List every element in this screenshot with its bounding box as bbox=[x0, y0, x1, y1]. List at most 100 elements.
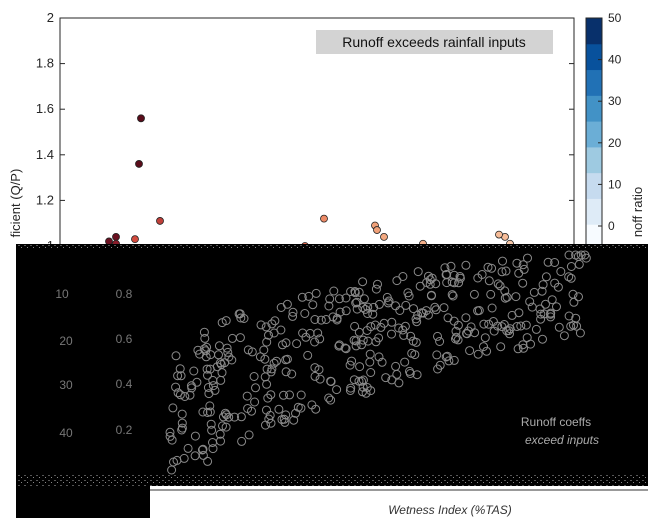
ghost-point bbox=[272, 356, 281, 366]
ghost-point bbox=[387, 329, 396, 339]
ghost-point bbox=[175, 390, 185, 400]
ghost-point bbox=[183, 443, 193, 453]
colorbar-segment bbox=[586, 18, 602, 45]
ghost-point bbox=[550, 258, 560, 267]
ghost-point bbox=[412, 317, 422, 327]
ghost-point bbox=[486, 289, 496, 299]
noise-band bbox=[16, 244, 648, 250]
ghost-point bbox=[394, 323, 404, 333]
ghost-point bbox=[546, 312, 556, 322]
ghost-point bbox=[547, 295, 557, 305]
ghost-point bbox=[569, 297, 579, 307]
ghost-point bbox=[303, 350, 313, 360]
ghost-point bbox=[281, 367, 291, 377]
ghost-point bbox=[504, 326, 514, 336]
ghost-point bbox=[202, 364, 212, 374]
ghost-point bbox=[373, 279, 382, 289]
ghost-point bbox=[480, 333, 490, 343]
ghost-point bbox=[357, 376, 367, 386]
lower-x-axis-label: Wetness Index (%TAS) bbox=[388, 503, 512, 517]
ghost-point bbox=[399, 330, 409, 340]
ghost-point bbox=[398, 325, 408, 335]
ghost-point bbox=[324, 393, 334, 403]
ghost-point bbox=[430, 302, 440, 312]
ghost-point bbox=[221, 422, 231, 432]
ghost-point bbox=[202, 342, 212, 352]
ghost-point bbox=[400, 357, 410, 367]
ghost-point bbox=[449, 355, 459, 365]
ghost-point bbox=[334, 294, 344, 304]
ghost-point bbox=[263, 393, 273, 403]
ghost-point bbox=[266, 418, 276, 428]
ghost-point bbox=[214, 341, 224, 351]
data-point bbox=[380, 232, 388, 241]
colorbar-label: noff ratio bbox=[630, 187, 645, 237]
ghost-point bbox=[291, 408, 300, 418]
ghost-point bbox=[381, 373, 391, 383]
ghost-point bbox=[538, 334, 547, 344]
ghost-point bbox=[355, 362, 365, 372]
ghost-point bbox=[358, 303, 368, 312]
ghost-point bbox=[220, 358, 230, 368]
ghost-point bbox=[421, 306, 431, 316]
colorbar-tick-label: 10 bbox=[608, 177, 622, 191]
colorbar-tick-label: 0 bbox=[608, 219, 615, 233]
ghost-point bbox=[288, 311, 298, 321]
ghost-point bbox=[435, 337, 445, 346]
ghost-point bbox=[461, 260, 471, 270]
colorbar-segment bbox=[586, 146, 602, 174]
ghost-point bbox=[345, 360, 355, 370]
ghost-point bbox=[574, 259, 584, 269]
ghost-point bbox=[177, 425, 187, 435]
ghost-point bbox=[564, 272, 574, 282]
ghost-point bbox=[564, 311, 574, 321]
ghost-point bbox=[264, 330, 273, 340]
colorbar-segment bbox=[586, 69, 602, 96]
ghost-point bbox=[479, 319, 489, 329]
ghost-point bbox=[529, 287, 539, 297]
ghost-point bbox=[484, 319, 494, 329]
ghost-point bbox=[412, 370, 422, 380]
ghost-point bbox=[552, 302, 561, 312]
ghost-point bbox=[262, 405, 271, 415]
ghost-point bbox=[204, 389, 214, 399]
ghost-point bbox=[497, 267, 507, 277]
colorbar-tick-label: 20 bbox=[608, 136, 622, 150]
ghost-point bbox=[285, 390, 294, 400]
ghost-point bbox=[387, 375, 397, 385]
ghost-point bbox=[190, 431, 200, 441]
ghost-point bbox=[423, 310, 433, 320]
ghost-point bbox=[365, 349, 375, 359]
data-point bbox=[105, 237, 113, 246]
ghost-point bbox=[451, 334, 460, 344]
ghost-point bbox=[488, 317, 498, 326]
ghost-point bbox=[280, 417, 290, 427]
lower-tick-label: 10 bbox=[55, 287, 69, 301]
ghost-point bbox=[171, 382, 181, 392]
ghost-point bbox=[363, 336, 373, 346]
y-tick-label: 1.8 bbox=[36, 56, 54, 71]
ghost-point bbox=[541, 299, 550, 309]
ghost-point bbox=[260, 354, 270, 364]
ghost-point bbox=[279, 390, 288, 400]
ghost-point bbox=[173, 371, 183, 381]
ghost-point bbox=[198, 444, 208, 454]
ghost-point bbox=[221, 410, 231, 420]
ghost-point bbox=[496, 342, 506, 352]
ghost-point bbox=[571, 250, 581, 260]
ghost-point bbox=[310, 315, 320, 324]
ghost-point bbox=[266, 390, 276, 400]
ghost-point bbox=[206, 419, 216, 429]
ghost-point bbox=[511, 292, 521, 302]
colorbar-tick-label: 30 bbox=[608, 94, 622, 108]
ghost-point bbox=[501, 266, 511, 276]
ghost-point bbox=[297, 292, 307, 302]
data-point bbox=[137, 114, 145, 123]
ghost-point bbox=[311, 404, 321, 414]
lower-axis-strip bbox=[150, 486, 648, 518]
ghost-point bbox=[371, 284, 381, 294]
ghost-point bbox=[502, 292, 512, 302]
ghost-point bbox=[463, 326, 473, 336]
ghost-point bbox=[335, 340, 344, 350]
ghost-point bbox=[546, 309, 555, 319]
